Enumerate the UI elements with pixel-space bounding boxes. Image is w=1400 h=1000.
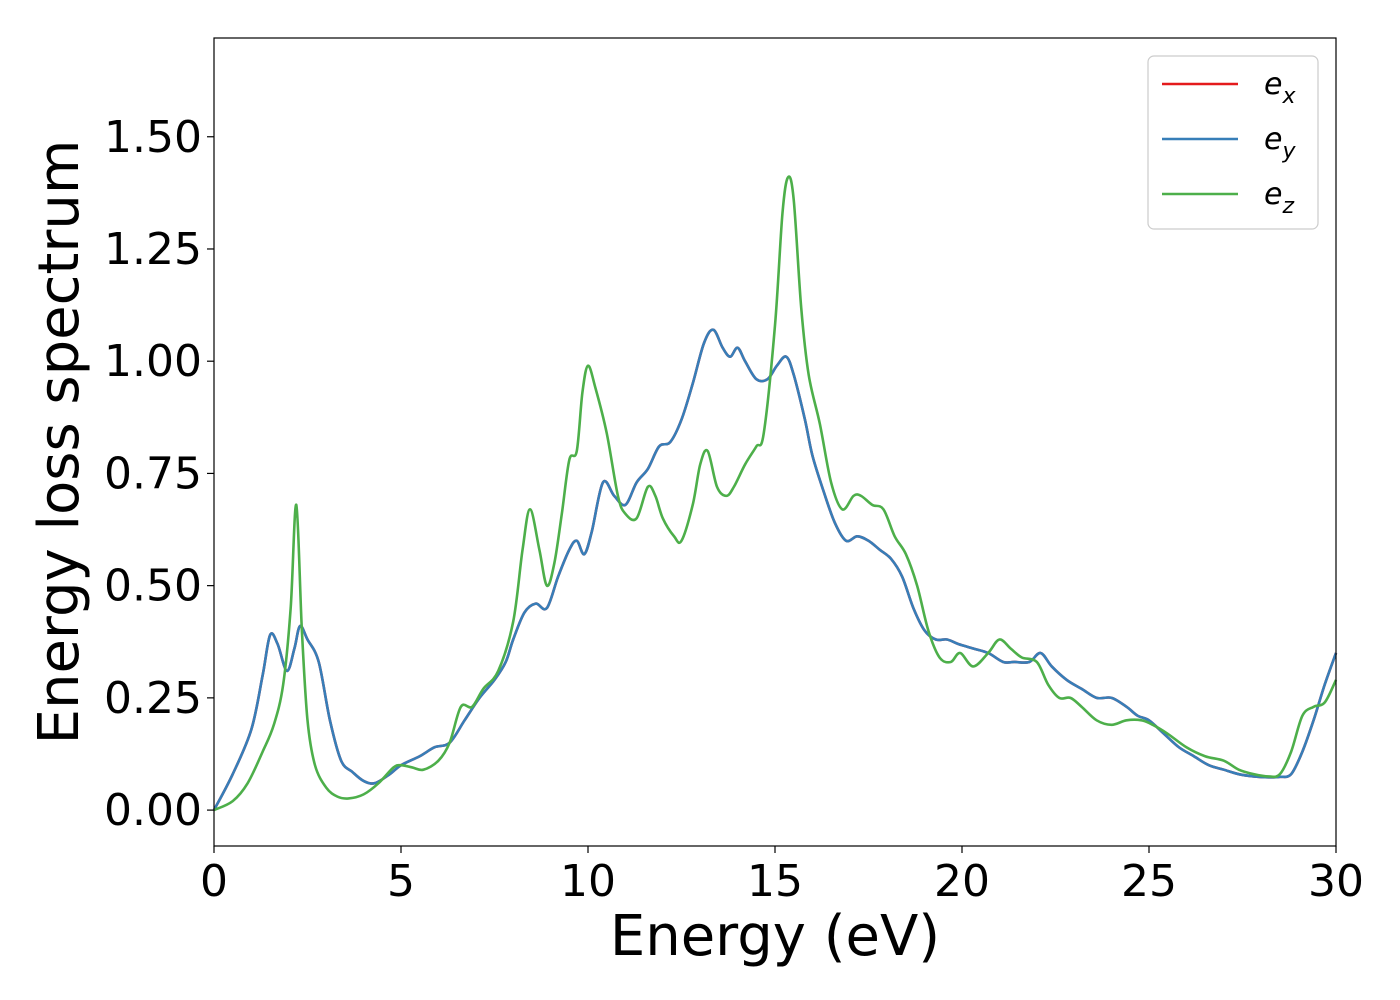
legend-label-subscript: y [1281, 139, 1296, 164]
legend-label-subscript: z [1281, 194, 1294, 219]
y-tick-label: 1.25 [104, 224, 202, 275]
x-tick-label: 20 [934, 856, 990, 907]
y-tick-label: 0.50 [104, 561, 202, 612]
series-lines [212, 175, 1338, 812]
y-axis-ticks: 0.00 0.25 0.50 0.75 1.00 1.25 1.50 [104, 112, 214, 836]
y-tick-label: 0.00 [104, 785, 202, 836]
x-tick-label: 10 [560, 856, 616, 907]
legend-label-x: ex [1264, 67, 1296, 109]
x-axis-ticks: 0 5 10 15 20 25 30 [200, 846, 1364, 907]
x-axis-label: Energy (eV) [610, 904, 940, 969]
y-tick-label: 1.00 [104, 336, 202, 387]
x-tick-label: 25 [1121, 856, 1177, 907]
legend-box [1147, 55, 1319, 230]
y-tick-label: 0.75 [104, 448, 202, 499]
x-tick-label: 30 [1308, 856, 1364, 907]
series-line-z [213, 175, 1338, 812]
legend-label-y: ey [1264, 122, 1296, 164]
legend-label-z: ez [1264, 177, 1294, 219]
x-tick-label: 0 [200, 856, 228, 907]
series-line-y [212, 328, 1338, 811]
legend-label-base: e [1264, 67, 1282, 102]
x-tick-label: 15 [747, 856, 803, 907]
y-axis-label: Energy loss spectrum [27, 140, 92, 745]
legend-label-base: e [1264, 177, 1282, 212]
y-tick-label: 1.50 [104, 112, 202, 163]
x-tick-label: 5 [387, 856, 415, 907]
legend-label-subscript: x [1281, 84, 1296, 109]
legend-label-base: e [1264, 122, 1282, 157]
y-tick-label: 0.25 [104, 673, 202, 724]
plot-area-frame [213, 37, 1337, 847]
